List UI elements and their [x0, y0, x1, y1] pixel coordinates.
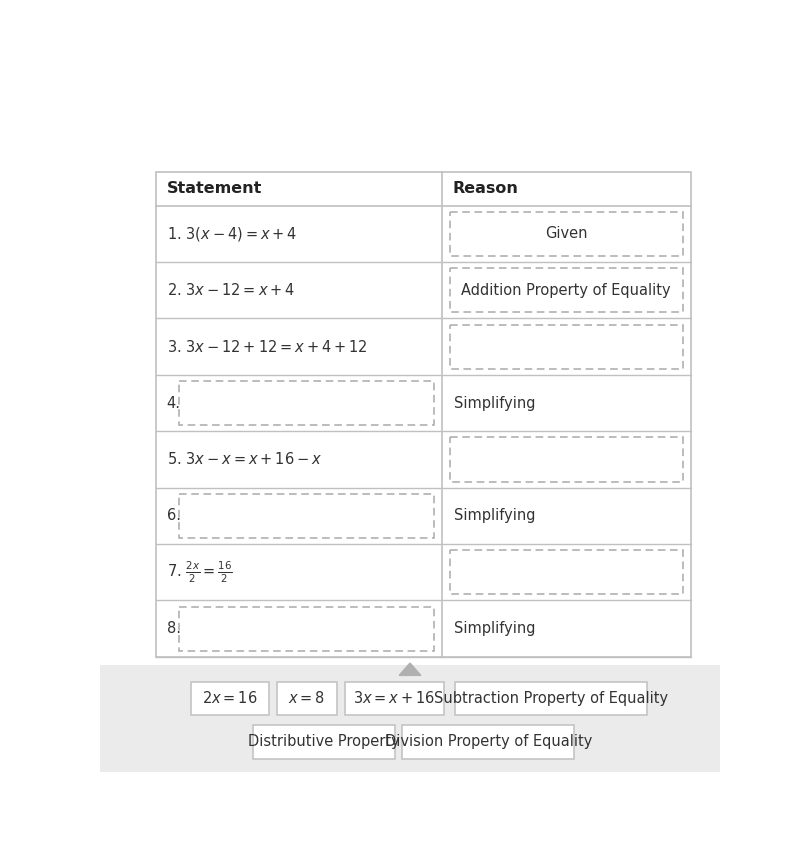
- Bar: [345, 681, 444, 715]
- Text: 2. $3x-12=x+4$: 2. $3x-12=x+4$: [166, 283, 294, 298]
- Text: 6.: 6.: [166, 508, 181, 524]
- Text: Addition Property of Equality: Addition Property of Equality: [462, 283, 671, 297]
- Bar: [450, 438, 682, 481]
- Text: Reason: Reason: [453, 181, 518, 196]
- Text: 1. $3(x-4)=x+4$: 1. $3(x-4)=x+4$: [166, 225, 297, 243]
- Bar: [402, 725, 574, 759]
- Bar: [450, 212, 682, 256]
- Text: Division Property of Equality: Division Property of Equality: [385, 734, 592, 749]
- Text: $3x=x+16$: $3x=x+16$: [354, 690, 436, 707]
- Text: Subtraction Property of Equality: Subtraction Property of Equality: [434, 691, 668, 706]
- Bar: [191, 681, 269, 715]
- Text: 4.: 4.: [166, 395, 181, 411]
- Bar: [100, 665, 720, 772]
- Text: Simplifying: Simplifying: [454, 621, 536, 636]
- Bar: [254, 725, 394, 759]
- Text: Distributive Property: Distributive Property: [248, 734, 400, 749]
- Text: $2x=16$: $2x=16$: [202, 690, 258, 707]
- Text: 8.: 8.: [166, 621, 181, 636]
- Bar: [179, 607, 434, 651]
- Text: Given: Given: [545, 226, 587, 241]
- Text: 3. $3x-12+12=x+4+12$: 3. $3x-12+12=x+4+12$: [166, 339, 367, 355]
- Bar: [450, 551, 682, 595]
- Bar: [450, 268, 682, 312]
- Bar: [277, 681, 337, 715]
- Bar: [156, 172, 690, 657]
- Text: Statement: Statement: [166, 181, 262, 196]
- Bar: [450, 324, 682, 368]
- Text: 5. $3x-x=x+16-x$: 5. $3x-x=x+16-x$: [166, 452, 322, 467]
- Text: Simplifying: Simplifying: [454, 395, 536, 411]
- Text: Simplifying: Simplifying: [454, 508, 536, 524]
- Text: $x=8$: $x=8$: [288, 690, 326, 707]
- Text: 7. $\frac{2x}{2}=\frac{16}{2}$: 7. $\frac{2x}{2}=\frac{16}{2}$: [166, 559, 233, 585]
- Bar: [179, 381, 434, 425]
- Bar: [455, 681, 647, 715]
- Polygon shape: [399, 663, 421, 675]
- Bar: [179, 494, 434, 538]
